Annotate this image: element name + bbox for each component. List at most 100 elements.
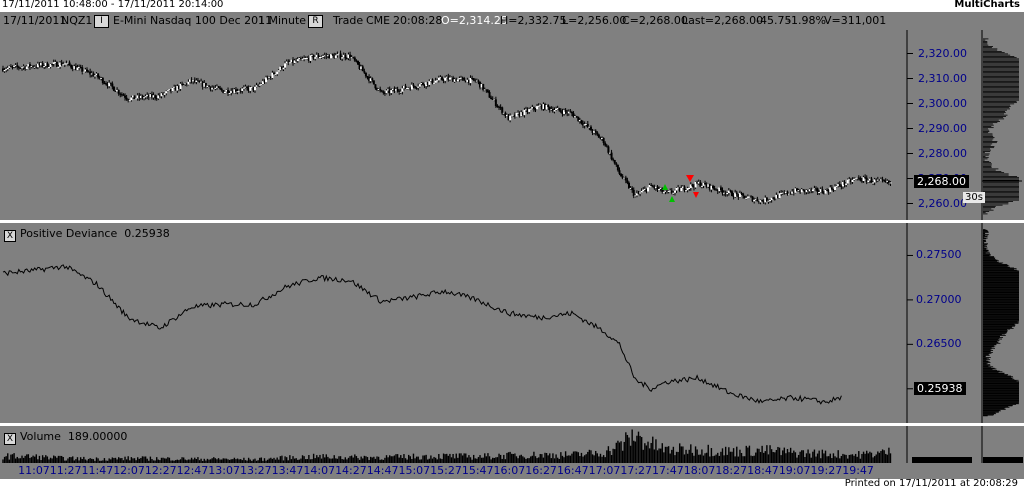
percent-change: -1.98% (787, 14, 826, 27)
deviance-profile-bar (983, 286, 1019, 287)
price-bar (469, 77, 472, 84)
price-profile-bar (983, 163, 992, 165)
price-profile-bar (983, 186, 1019, 187)
volume-bar (870, 452, 873, 463)
time-axis[interactable]: 11:07 11:27 11:47 12:07 12:27 12:47 13:07 13:27… (0, 463, 1024, 479)
deviance-pane[interactable]: X Positive Deviance 0.25938 0.27500 0.2700… (0, 223, 1024, 423)
volume-bar (311, 459, 313, 463)
sell-exit-marker[interactable] (693, 192, 699, 198)
data-type: Trade (333, 14, 364, 27)
pane-splitter[interactable] (0, 423, 1024, 426)
price-bar (843, 181, 846, 185)
volume-bar (45, 455, 47, 463)
deviance-profile-bar (983, 305, 1019, 307)
volume-bar (154, 460, 156, 463)
volume-bar (442, 453, 445, 463)
deviance-profile-bar (983, 303, 1019, 304)
deviance-profile-bar (983, 292, 1019, 294)
volume-bar (98, 460, 101, 463)
price-bar (68, 62, 71, 66)
price-chart[interactable] (0, 30, 1024, 220)
price-profile-bar (983, 122, 998, 124)
volume-bar (73, 460, 76, 463)
volume-bar (652, 436, 654, 463)
price-bar (757, 201, 760, 203)
price-bar (616, 164, 619, 171)
volume-bar (228, 459, 231, 463)
sell-entry-marker[interactable] (686, 175, 694, 182)
close-icon[interactable]: X (4, 433, 16, 445)
volume-pane[interactable]: X Volume 189.00000 (0, 426, 1024, 463)
volume-bar (626, 434, 629, 463)
volume-bar (333, 455, 335, 463)
volume-bar (176, 459, 179, 463)
open-price: O=2,314.25 (441, 14, 508, 27)
volume-bar (753, 455, 755, 463)
deviance-profile-bar (983, 404, 1013, 406)
price-bar (81, 67, 84, 72)
price-bar (531, 107, 534, 109)
price-bar (169, 89, 172, 92)
volume-bar (100, 460, 102, 463)
price-bar (331, 54, 334, 56)
price-profile-bar (983, 169, 996, 171)
price-profile-bar (983, 198, 1019, 200)
price-profile-bar (983, 151, 991, 152)
volume-bar (850, 454, 852, 463)
price-bar (385, 90, 388, 94)
volume-bar (556, 457, 559, 463)
price-bar (268, 76, 271, 78)
price-bar (563, 110, 566, 114)
price-bar (612, 159, 615, 161)
price-bar (876, 179, 879, 181)
price-profile-bar (983, 176, 1018, 177)
price-bar (586, 123, 589, 128)
session-volume: V=311,001 (824, 14, 887, 27)
deviance-profile-bar (983, 373, 1005, 375)
volume-bar (766, 445, 768, 463)
buy-entry-marker[interactable] (662, 184, 668, 190)
price-bar (33, 66, 36, 68)
deviance-last-tag: 0.25938 (914, 382, 966, 395)
price-bar (190, 79, 193, 82)
deviance-chart[interactable] (0, 223, 1024, 423)
volume-bar (206, 458, 209, 463)
volume-bar (325, 454, 328, 463)
range-button[interactable]: R (308, 15, 323, 28)
price-bar (875, 179, 878, 181)
buy-entry-marker[interactable] (669, 196, 675, 202)
price-bar (517, 112, 520, 114)
volume-bar (390, 456, 392, 463)
price-profile-bar (983, 164, 992, 166)
volume-bar (274, 459, 277, 463)
price-bar (648, 184, 651, 188)
price-bar (704, 182, 707, 185)
instrument-info-button[interactable]: I (94, 15, 109, 28)
volume-bar (53, 455, 55, 463)
price-profile-bar (983, 38, 989, 40)
deviance-profile-bar (983, 366, 994, 368)
price-bar (789, 193, 792, 195)
volume-bar (8, 459, 11, 463)
price-profile-bar (983, 172, 1005, 174)
volume-bar (78, 460, 80, 463)
volume-bar (580, 452, 583, 463)
volume-chart[interactable] (0, 426, 1024, 463)
price-pane[interactable]: 2,320.00 2,310.00 2,300.00 2,290.00 2,280.00… (0, 30, 1024, 220)
volume-bar (812, 451, 814, 463)
price-bar (524, 109, 527, 111)
close-icon[interactable]: X (4, 230, 16, 242)
volume-bar (149, 456, 152, 463)
volume-bar (737, 456, 740, 463)
volume-bar (83, 456, 85, 463)
price-profile-bar (983, 83, 1019, 85)
price-bar (5, 69, 8, 71)
volume-bar (29, 457, 31, 463)
price-bar (664, 190, 667, 192)
volume-bar (598, 456, 600, 463)
pane-splitter[interactable] (0, 220, 1024, 223)
deviance-profile-bar (983, 277, 1019, 279)
deviance-profile-bar (983, 369, 993, 371)
deviance-profile-bar (983, 251, 988, 252)
price-bar (220, 88, 223, 91)
